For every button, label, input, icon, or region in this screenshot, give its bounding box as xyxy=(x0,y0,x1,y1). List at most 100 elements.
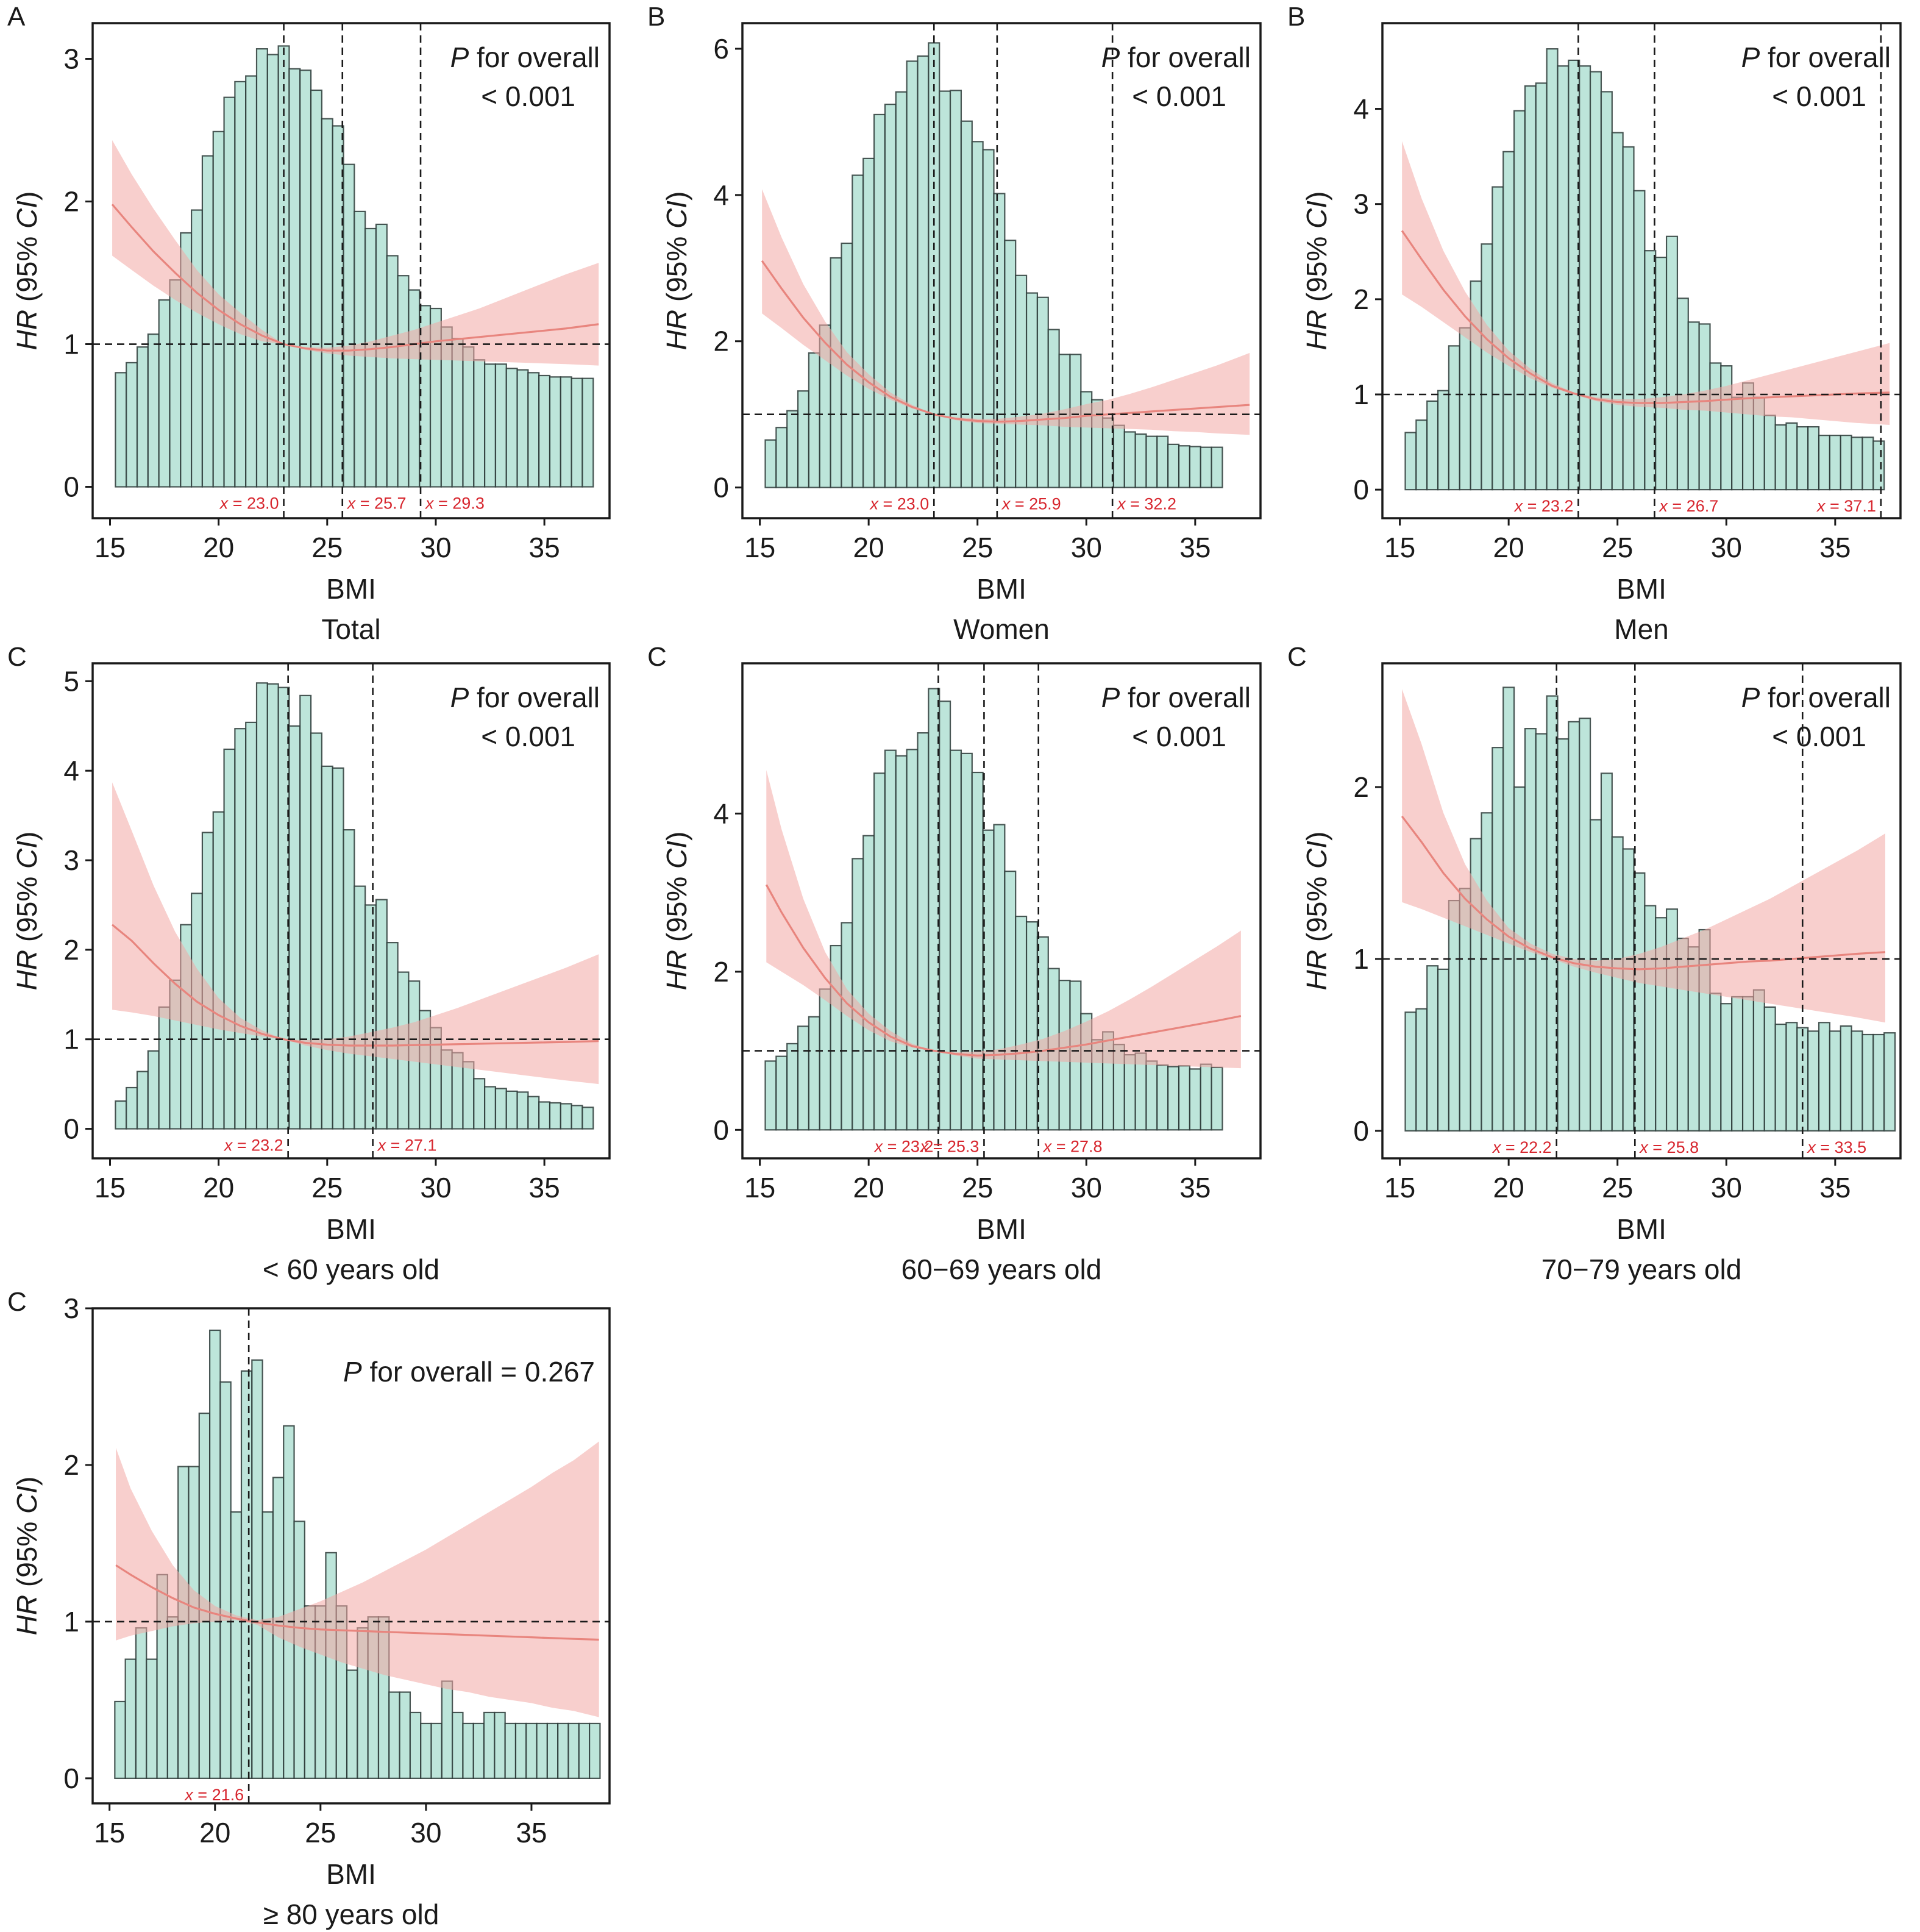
chart-svg: Cx = 21.6 0 1 2 3 15 20 25 30 35 BMI ≥ 80 years old… xyxy=(7,1287,611,1930)
x-tick-label: 15 xyxy=(1384,532,1415,563)
histogram-bar xyxy=(1004,240,1017,488)
histogram-bar xyxy=(1535,82,1548,491)
x-tick-label: 35 xyxy=(1819,1172,1851,1203)
ci-band xyxy=(766,770,1241,1069)
y-tick-label: 2 xyxy=(1353,283,1369,315)
histogram-bar xyxy=(1211,1066,1223,1131)
y-tick-label: 4 xyxy=(63,755,79,786)
histogram-bar xyxy=(462,346,475,488)
plot-frame xyxy=(91,22,611,519)
y-tick-label: 1 xyxy=(63,1606,79,1638)
histogram xyxy=(115,45,594,488)
histogram-bar xyxy=(1524,728,1537,1132)
chart-svg: Cx = 23.2x = 25.3 x = 27.8 0 2 4 15 20 25 30 35 BM… xyxy=(647,642,1262,1285)
hr-curve xyxy=(765,884,1242,1057)
histogram-bar xyxy=(234,80,247,488)
histogram-bar xyxy=(208,1329,221,1779)
p-value-text: P for overall xyxy=(1101,682,1251,713)
histogram-bar xyxy=(288,68,301,488)
histogram-bar xyxy=(1004,871,1017,1131)
histogram-bar xyxy=(1720,1003,1733,1132)
histogram-bar xyxy=(819,988,831,1131)
histogram-bar xyxy=(245,75,258,488)
histogram-bar xyxy=(1796,426,1809,491)
histogram-bar xyxy=(1622,146,1635,491)
x-tick-label: 15 xyxy=(94,532,126,563)
histogram-bar xyxy=(288,725,301,1130)
chart-svg: Ax = 23.0 x = 25.7 x = 29.3 0 1 2 3 15 20 25 30 35 B… xyxy=(7,2,611,645)
histogram-bar xyxy=(906,60,919,488)
histogram-bar xyxy=(251,1359,263,1779)
y-axis-title: HR (95% CI) xyxy=(11,191,43,351)
histogram-bar xyxy=(1774,1023,1787,1132)
histogram-bar xyxy=(310,89,322,488)
histogram xyxy=(1404,686,1896,1132)
histogram-bar xyxy=(126,362,138,488)
y-tick-label: 5 xyxy=(63,665,79,697)
histogram-bar xyxy=(343,829,355,1130)
histogram-bar xyxy=(1502,151,1515,491)
histogram-bar xyxy=(1861,437,1874,491)
histogram-bar xyxy=(581,1107,594,1130)
cutpoint-label: x = 26.7 xyxy=(1658,497,1718,515)
histogram-bar xyxy=(245,721,258,1130)
cutpoint-label: x = 27.1 xyxy=(377,1136,437,1155)
histogram-bar xyxy=(1156,435,1169,488)
cutpoint-label: x = 21.6 xyxy=(183,1786,244,1804)
histogram-bar xyxy=(1200,1063,1212,1131)
histogram-bar xyxy=(982,149,995,488)
histogram-bar xyxy=(115,1100,127,1130)
histogram-bar xyxy=(441,1680,453,1779)
x-axis-title: BMI xyxy=(326,1858,376,1890)
histogram-bar xyxy=(1200,446,1212,488)
p-value-number: < 0.001 xyxy=(1772,80,1866,112)
histogram xyxy=(764,688,1223,1131)
histogram-bar xyxy=(514,1722,527,1779)
histogram-bar xyxy=(1025,921,1039,1131)
cutpoint-label: x = 25.3 xyxy=(919,1137,980,1155)
histogram-bar xyxy=(230,1511,243,1779)
cutpoint-label: x = 25.8 xyxy=(1638,1138,1699,1157)
histogram-bar xyxy=(1785,422,1798,491)
p-value-number: < 0.001 xyxy=(1772,721,1866,752)
x-tick-label: 20 xyxy=(853,532,884,563)
y-tick-label: 1 xyxy=(1353,943,1369,975)
p-value-number: < 0.001 xyxy=(1132,80,1226,112)
histogram-bar xyxy=(191,209,204,488)
y-axis-title: HR (95% CI) xyxy=(661,191,692,351)
histogram-bar xyxy=(1167,443,1180,488)
histogram-bar xyxy=(1622,848,1635,1132)
x-axis-title: BMI xyxy=(1616,573,1666,605)
x-axis-title: BMI xyxy=(326,1213,376,1245)
plot-frame xyxy=(91,662,611,1160)
histogram-bar xyxy=(266,54,279,488)
y-tick-label: 4 xyxy=(713,797,729,829)
cutpoint-label: x = 27.8 xyxy=(1042,1137,1103,1155)
histogram-bar xyxy=(483,1711,496,1779)
x-tick-label: 25 xyxy=(962,1172,993,1203)
histogram-bar xyxy=(581,377,594,488)
histogram-bar xyxy=(1611,132,1624,491)
x-tick-label: 15 xyxy=(94,1817,125,1848)
histogram-bar xyxy=(1807,426,1820,491)
histogram-bar xyxy=(571,377,583,488)
plot-frame xyxy=(1381,22,1902,519)
histogram-bar xyxy=(1123,431,1136,488)
histogram-bar xyxy=(971,141,984,488)
cutpoint-label: x = 23.0 xyxy=(869,495,929,513)
panel-letter: B xyxy=(1287,2,1305,32)
histogram-bar xyxy=(124,1658,137,1779)
histogram-bar xyxy=(571,1105,583,1130)
hr-curve xyxy=(111,204,599,352)
cutpoint-label: x = 23.0 xyxy=(219,494,279,513)
histogram-bar xyxy=(1633,190,1646,491)
histogram-bar xyxy=(589,1722,601,1779)
histogram-bar xyxy=(1145,435,1158,488)
ci-band xyxy=(116,1441,599,1717)
histogram-bar xyxy=(546,1722,559,1779)
hr-curve xyxy=(115,1564,599,1641)
y-tick-label: 6 xyxy=(713,33,729,65)
cutpoint-label: x = 33.5 xyxy=(1806,1138,1866,1157)
